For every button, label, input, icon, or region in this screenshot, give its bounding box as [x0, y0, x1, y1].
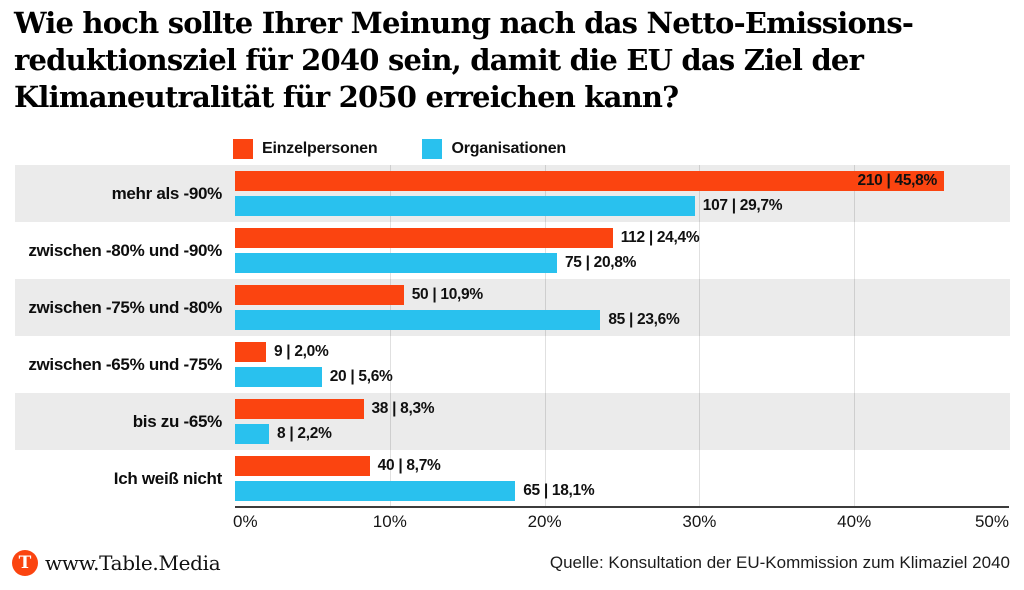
value-label: 107 | 29,7%	[702, 197, 783, 214]
value-label: 8 | 2,2%	[277, 425, 332, 442]
chart-title-line: Wie hoch sollte Ihrer Meinung nach das N…	[14, 6, 914, 40]
bar-einzelpersonen	[235, 342, 266, 362]
value-label: 65 | 18,1%	[523, 482, 595, 499]
chart-title-line: reduktionsziel für 2040 sein, damit die …	[14, 43, 864, 77]
bar-einzelpersonen	[235, 228, 613, 248]
bar-organisationen	[235, 196, 695, 216]
legend: Einzelpersonen Organisationen	[233, 139, 566, 159]
bar-chart: mehr als -90% 210 | 45,8% 107 | 29,7% zwisc…	[0, 165, 1024, 507]
legend-item-organisationen: Organisationen	[422, 139, 566, 159]
chart-row: zwischen -65% und -75% 9 | 2,0% 20 | 5,6%	[0, 336, 1024, 393]
bar-einzelpersonen	[235, 285, 404, 305]
value-label: 85 | 23,6%	[608, 311, 680, 328]
x-tick-label: 50%	[974, 512, 1009, 531]
legend-swatch-organisationen-icon	[422, 139, 443, 159]
x-axis-ticks: 0% 10% 20% 30% 40% 50%	[0, 512, 1024, 536]
table-media-logo-icon: T	[12, 550, 38, 576]
bar-organisationen	[235, 310, 601, 330]
x-axis-line	[235, 506, 1009, 508]
chart-row: zwischen -75% und -80% 50 | 10,9% 85 | 23,…	[0, 279, 1024, 336]
category-label: Ich weiß nicht	[113, 468, 223, 488]
gridline	[854, 165, 856, 507]
source-credit: Quelle: Konsultation der EU-Kommission z…	[549, 553, 1010, 572]
value-label: 75 | 20,8%	[564, 254, 637, 271]
bar-organisationen	[235, 481, 516, 501]
chart-row: zwischen -80% und -90% 112 | 24,4% 75 | 20…	[0, 222, 1024, 279]
x-tick-label: 30%	[682, 512, 717, 531]
category-label: mehr als -90%	[111, 183, 223, 203]
gridline	[544, 165, 546, 507]
gridline	[389, 165, 391, 507]
brand-url[interactable]: www.Table.Media	[45, 551, 221, 575]
value-label: 38 | 8,3%	[371, 400, 435, 417]
brand: T www.Table.Media	[12, 550, 221, 576]
bar-organisationen	[235, 424, 270, 444]
footer: T www.Table.Media Quelle: Konsultation d…	[12, 546, 1010, 580]
value-label: 50 | 10,9%	[411, 286, 483, 303]
bar-einzelpersonen	[235, 399, 364, 419]
bar-einzelpersonen	[235, 456, 370, 476]
x-tick-label: 0%	[233, 512, 258, 531]
x-tick-label: 10%	[372, 512, 407, 531]
value-label: 9 | 2,0%	[273, 343, 329, 360]
chart-row: mehr als -90% 210 | 45,8% 107 | 29,7%	[0, 165, 1024, 222]
bar-organisationen	[235, 367, 322, 387]
category-label: zwischen -75% und -80%	[28, 297, 222, 317]
category-label: zwischen -65% und -75%	[28, 354, 222, 374]
legend-label-einzelpersonen: Einzelpersonen	[262, 140, 378, 157]
chart-title: Wie hoch sollte Ihrer Meinung nach das N…	[14, 5, 914, 116]
value-label: 112 | 24,4%	[620, 229, 700, 246]
legend-label-organisationen: Organisationen	[451, 140, 567, 157]
value-label: 20 | 5,6%	[329, 368, 393, 385]
category-label: zwischen -80% und -90%	[28, 240, 222, 260]
chart-row: Ich weiß nicht 40 | 8,7% 65 | 18,1%	[0, 450, 1024, 507]
value-label: 40 | 8,7%	[377, 457, 441, 474]
legend-item-einzelpersonen: Einzelpersonen	[233, 139, 378, 159]
bar-organisationen	[235, 253, 557, 273]
x-tick-label: 20%	[527, 512, 562, 531]
logo-letter: T	[18, 552, 32, 573]
category-label: bis zu -65%	[132, 411, 223, 431]
legend-swatch-einzelpersonen-icon	[233, 139, 253, 159]
chart-title-line: Klimaneutralität für 2050 erreichen kann…	[14, 80, 679, 114]
value-label: 210 | 45,8%	[857, 172, 938, 189]
x-tick-label: 40%	[837, 512, 872, 531]
chart-row: bis zu -65% 38 | 8,3% 8 | 2,2%	[0, 393, 1024, 450]
bar-einzelpersonen	[235, 171, 944, 191]
gridline	[699, 165, 701, 507]
